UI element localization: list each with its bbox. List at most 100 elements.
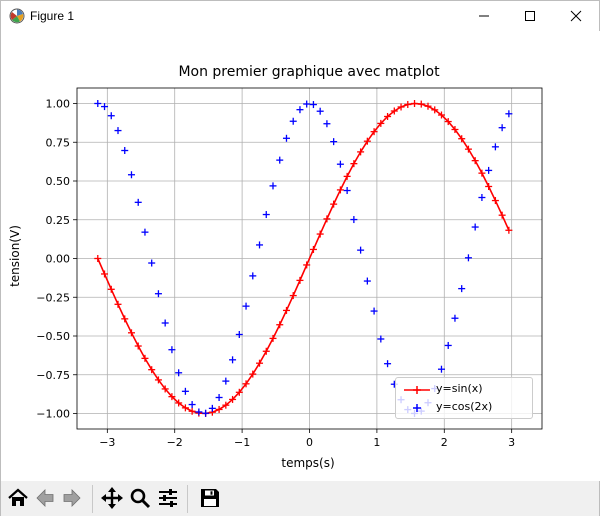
data-point-sin	[478, 169, 486, 177]
data-point-cos	[141, 228, 149, 236]
matplotlib-figure-icon	[9, 8, 25, 24]
data-point-sin	[141, 354, 149, 362]
data-point-cos	[491, 143, 499, 151]
legend-label-sin: y=sin(x)	[436, 382, 483, 395]
data-point-sin	[256, 359, 264, 367]
data-point-cos	[350, 216, 358, 224]
pan-button[interactable]	[100, 485, 124, 511]
legend-cos-marker	[413, 404, 421, 412]
data-point-sin	[316, 230, 324, 238]
data-point-cos	[202, 409, 210, 417]
data-point-cos	[276, 156, 284, 164]
data-point-sin	[451, 125, 459, 133]
data-point-cos	[154, 290, 162, 298]
save-button[interactable]	[198, 485, 222, 511]
data-point-cos	[256, 241, 264, 249]
toolbar-separator	[187, 485, 188, 513]
data-point-cos	[101, 103, 109, 111]
data-point-sin	[363, 137, 371, 145]
x-tick-label: −2	[167, 436, 183, 449]
data-point-sin	[215, 405, 223, 413]
data-point-sin	[134, 342, 142, 350]
data-point-sin	[94, 254, 102, 262]
data-point-cos	[188, 401, 196, 409]
data-point-cos	[134, 198, 142, 206]
data-point-cos	[316, 107, 324, 115]
data-point-sin	[154, 376, 162, 384]
data-point-cos	[222, 377, 230, 385]
data-point-sin	[276, 321, 284, 329]
legend: y=sin(x) y=cos(2x)	[395, 377, 533, 419]
series-line-sin	[97, 102, 510, 415]
home-button[interactable]	[6, 485, 30, 511]
data-point-sin	[168, 393, 176, 401]
x-tick-label: 3	[508, 436, 515, 449]
x-tick-label: 1	[373, 436, 380, 449]
data-point-cos	[303, 100, 311, 108]
forward-button[interactable]	[60, 485, 84, 511]
legend-item-sin: y=sin(x)	[396, 381, 532, 399]
data-point-cos	[437, 365, 445, 373]
configure-subplots-button[interactable]	[156, 485, 180, 511]
chart-title: Mon premier graphique avec matplot	[178, 64, 440, 80]
data-point-sin	[309, 245, 317, 253]
data-point-cos	[114, 127, 122, 135]
data-point-cos	[384, 360, 392, 368]
x-tick-label: −3	[99, 436, 115, 449]
data-point-cos	[235, 330, 243, 338]
y-axis-label: tension(V)	[8, 225, 22, 287]
data-point-sin	[269, 334, 277, 342]
y-tick-label: −0.50	[36, 330, 70, 343]
navigation-toolbar	[1, 481, 599, 516]
data-point-sin	[323, 215, 331, 223]
data-point-cos	[208, 404, 216, 412]
data-point-sin	[121, 315, 129, 323]
data-point-sin	[464, 145, 472, 153]
data-point-cos	[485, 166, 493, 174]
data-point-sin	[101, 270, 109, 278]
data-point-cos	[471, 223, 479, 231]
data-point-cos	[242, 302, 250, 310]
maximize-button[interactable]	[507, 1, 553, 31]
data-point-sin	[114, 300, 122, 308]
data-point-cos	[370, 307, 378, 315]
maximize-icon	[525, 11, 535, 21]
back-button[interactable]	[33, 485, 57, 511]
data-point-cos	[464, 254, 472, 262]
data-point-cos	[94, 100, 102, 107]
data-point-sin	[417, 100, 425, 108]
y-tick-label: 0.00	[46, 253, 71, 266]
home-icon	[8, 488, 28, 506]
close-button[interactable]	[553, 1, 599, 31]
x-tick-label: −1	[234, 436, 250, 449]
minimize-button[interactable]	[461, 1, 507, 31]
y-tick-label: 1.00	[46, 98, 71, 111]
y-tick-label: 0.25	[46, 214, 71, 227]
data-point-sin	[242, 380, 250, 388]
legend-sin-marker	[404, 386, 430, 394]
data-point-sin	[397, 103, 405, 111]
data-point-cos	[121, 147, 129, 155]
y-tick-label: −0.25	[36, 291, 70, 304]
data-point-cos	[451, 314, 459, 322]
data-point-cos	[330, 138, 338, 146]
data-point-sin	[485, 182, 493, 190]
data-point-cos	[282, 134, 290, 142]
x-tick-label: 0	[306, 436, 313, 449]
zoom-button[interactable]	[128, 485, 152, 511]
data-point-sin	[336, 186, 344, 194]
data-point-sin	[458, 135, 466, 143]
y-tick-label: −0.75	[36, 369, 70, 382]
minimize-icon	[479, 15, 489, 17]
figure-canvas[interactable]: Mon premier graphique avec matplot −3 −2 −…	[2, 31, 600, 481]
data-point-sin	[491, 197, 499, 205]
data-point-cos	[262, 211, 270, 219]
data-point-cos	[505, 110, 513, 118]
title-bar[interactable]: Figure 1	[1, 1, 599, 31]
data-point-cos	[161, 319, 169, 327]
data-point-cos	[168, 346, 176, 354]
configure-subplots-icon	[159, 489, 177, 507]
data-point-cos	[229, 356, 237, 364]
data-point-sin	[343, 172, 351, 180]
